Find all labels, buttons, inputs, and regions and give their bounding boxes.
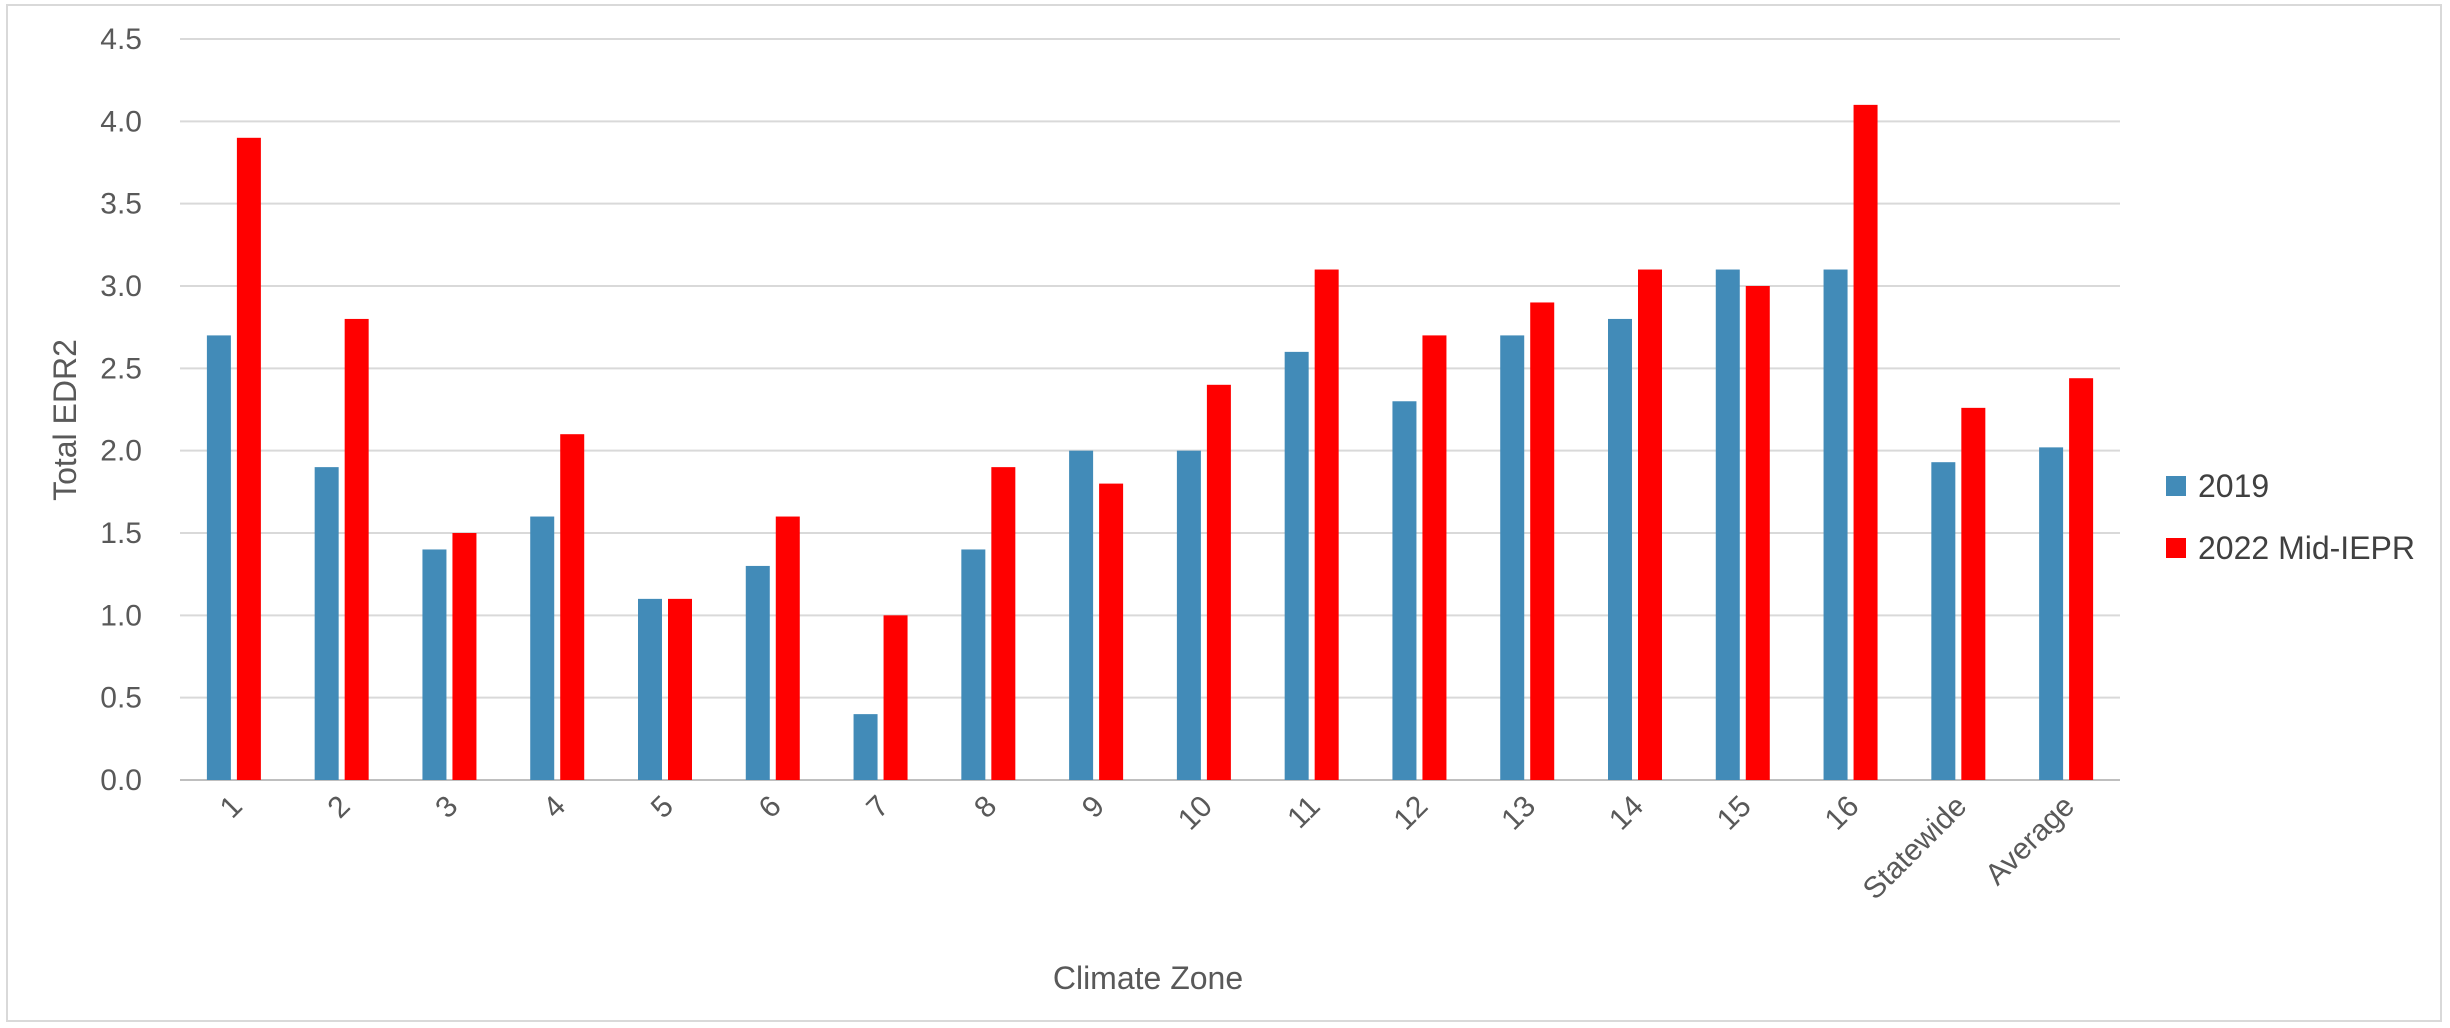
bar-series-2	[1961, 407, 1986, 780]
bar-series-1	[1284, 351, 1309, 780]
x-tick-label: 9	[1076, 790, 1111, 825]
legend-label: 2022 Mid-IEPR	[2198, 530, 2415, 566]
y-axis-title: Total EDR2	[47, 339, 83, 501]
bar-series-1	[745, 565, 770, 780]
x-tick-label: 13	[1495, 790, 1542, 837]
bar-series-2	[1422, 335, 1447, 780]
gridlines	[180, 38, 2120, 781]
x-tick-label: 11	[1281, 790, 1326, 835]
x-tick-label: 16	[1819, 790, 1866, 837]
bar-series-1	[961, 549, 986, 780]
y-tick-label: 2.5	[100, 352, 142, 385]
y-tick-label: 4.0	[100, 105, 142, 138]
bar-series-1	[1176, 450, 1201, 780]
bar-series-2	[991, 467, 1016, 780]
x-tick-label: 6	[753, 790, 788, 825]
y-tick-label: 3.5	[100, 188, 142, 221]
bar-series-1	[314, 467, 339, 780]
legend-swatch	[2166, 538, 2186, 558]
bar-series-1	[1931, 462, 1956, 780]
bar-series-2	[344, 318, 369, 780]
bar-series-2	[775, 516, 800, 780]
bar-series-1	[1500, 335, 1525, 780]
bar-series-1	[1069, 450, 1094, 780]
bar-series-1	[1715, 269, 1740, 780]
bar-series-2	[452, 533, 477, 780]
bar-series-2	[1206, 384, 1231, 780]
bar-series-1	[2039, 447, 2064, 780]
x-axis-title: Climate Zone	[1053, 960, 1243, 996]
bar-series-1	[530, 516, 555, 780]
bar-series-2	[883, 615, 908, 780]
bar-series-1	[1608, 318, 1632, 780]
legend: 2019 2022 Mid-IEPR	[2166, 468, 2415, 566]
bar-series-2	[2069, 378, 2094, 780]
y-tick-label: 4.5	[100, 23, 142, 56]
y-tick-label: 0.0	[100, 764, 142, 797]
bar-series-1	[638, 598, 662, 780]
x-tick-label: Statewide	[1857, 790, 1973, 906]
x-tick-label: 8	[968, 790, 1003, 825]
y-tick-label: 2.0	[100, 435, 142, 468]
x-tick-label: 14	[1603, 790, 1650, 837]
bar-series-2	[1530, 302, 1555, 780]
bar-series-1	[206, 335, 231, 780]
x-tick-label: 1	[214, 790, 249, 825]
bar-series-2	[236, 137, 261, 781]
bar-series-2	[1314, 269, 1339, 780]
y-tick-label: 1.5	[100, 517, 142, 550]
bar-series-1	[422, 549, 447, 780]
x-tick-label: Average	[1979, 790, 2081, 892]
bar-series-1	[853, 714, 878, 780]
bar-series-2	[1745, 286, 1770, 780]
legend-swatch	[2166, 476, 2186, 496]
legend-label: 2019	[2198, 468, 2269, 504]
x-tick-label: 5	[645, 790, 680, 825]
bar-series-2	[1638, 269, 1662, 780]
bar-series-2	[560, 434, 585, 780]
x-tick-label: 10	[1172, 790, 1219, 837]
y-axis-ticks: 0.0 0.5 1.0 1.5 2.0 2.5 3.0 3.5 4.0 4.5	[100, 23, 142, 797]
bars	[206, 104, 2094, 781]
x-tick-label: 3	[429, 790, 464, 825]
x-tick-label: 15	[1711, 790, 1758, 837]
bar-series-1	[1823, 269, 1848, 780]
bar-series-1	[1392, 401, 1417, 780]
x-tick-label: 12	[1387, 790, 1434, 837]
x-tick-label: 7	[860, 790, 895, 825]
y-tick-label: 0.5	[100, 682, 142, 715]
bar-series-2	[668, 598, 692, 780]
bar-series-2	[1853, 104, 1878, 780]
y-tick-label: 3.0	[100, 270, 142, 303]
y-tick-label: 1.0	[100, 599, 142, 632]
bar-series-2	[1099, 483, 1124, 780]
x-tick-label: 2	[321, 790, 356, 825]
x-tick-label: 4	[537, 790, 572, 825]
